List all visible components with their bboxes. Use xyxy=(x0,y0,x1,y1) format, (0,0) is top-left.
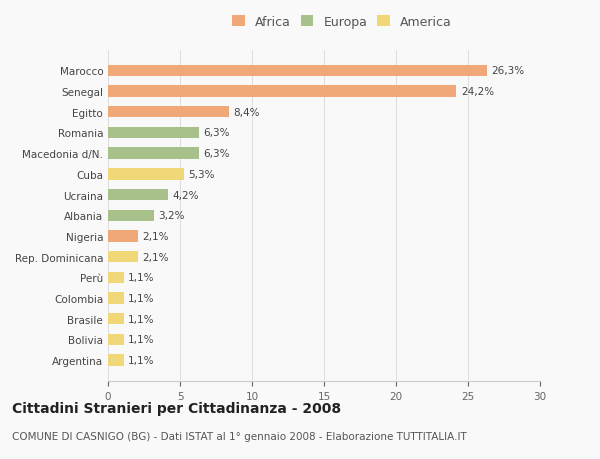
Bar xyxy=(108,148,199,159)
Text: 1,1%: 1,1% xyxy=(128,355,155,365)
Text: 4,2%: 4,2% xyxy=(173,190,199,200)
Bar xyxy=(108,272,124,283)
Bar xyxy=(108,128,199,139)
Bar xyxy=(108,107,229,118)
Bar xyxy=(108,355,124,366)
Text: Cittadini Stranieri per Cittadinanza - 2008: Cittadini Stranieri per Cittadinanza - 2… xyxy=(12,402,341,415)
Text: 1,1%: 1,1% xyxy=(128,293,155,303)
Text: 24,2%: 24,2% xyxy=(461,87,494,97)
Text: 8,4%: 8,4% xyxy=(233,107,260,118)
Bar xyxy=(108,231,138,242)
Bar xyxy=(108,334,124,345)
Text: 26,3%: 26,3% xyxy=(491,66,524,76)
Bar xyxy=(108,66,487,77)
Text: 5,3%: 5,3% xyxy=(188,169,215,179)
Text: 1,1%: 1,1% xyxy=(128,335,155,345)
Bar xyxy=(108,210,154,221)
Text: 3,2%: 3,2% xyxy=(158,211,185,221)
Text: 2,1%: 2,1% xyxy=(143,231,169,241)
Bar xyxy=(108,86,457,97)
Text: COMUNE DI CASNIGO (BG) - Dati ISTAT al 1° gennaio 2008 - Elaborazione TUTTITALIA: COMUNE DI CASNIGO (BG) - Dati ISTAT al 1… xyxy=(12,431,467,442)
Bar xyxy=(108,169,184,180)
Bar xyxy=(108,313,124,325)
Text: 6,3%: 6,3% xyxy=(203,149,230,159)
Legend: Africa, Europa, America: Africa, Europa, America xyxy=(230,13,454,31)
Bar xyxy=(108,252,138,263)
Text: 2,1%: 2,1% xyxy=(143,252,169,262)
Text: 1,1%: 1,1% xyxy=(128,273,155,283)
Text: 1,1%: 1,1% xyxy=(128,314,155,324)
Bar xyxy=(108,293,124,304)
Text: 6,3%: 6,3% xyxy=(203,128,230,138)
Bar xyxy=(108,190,169,201)
